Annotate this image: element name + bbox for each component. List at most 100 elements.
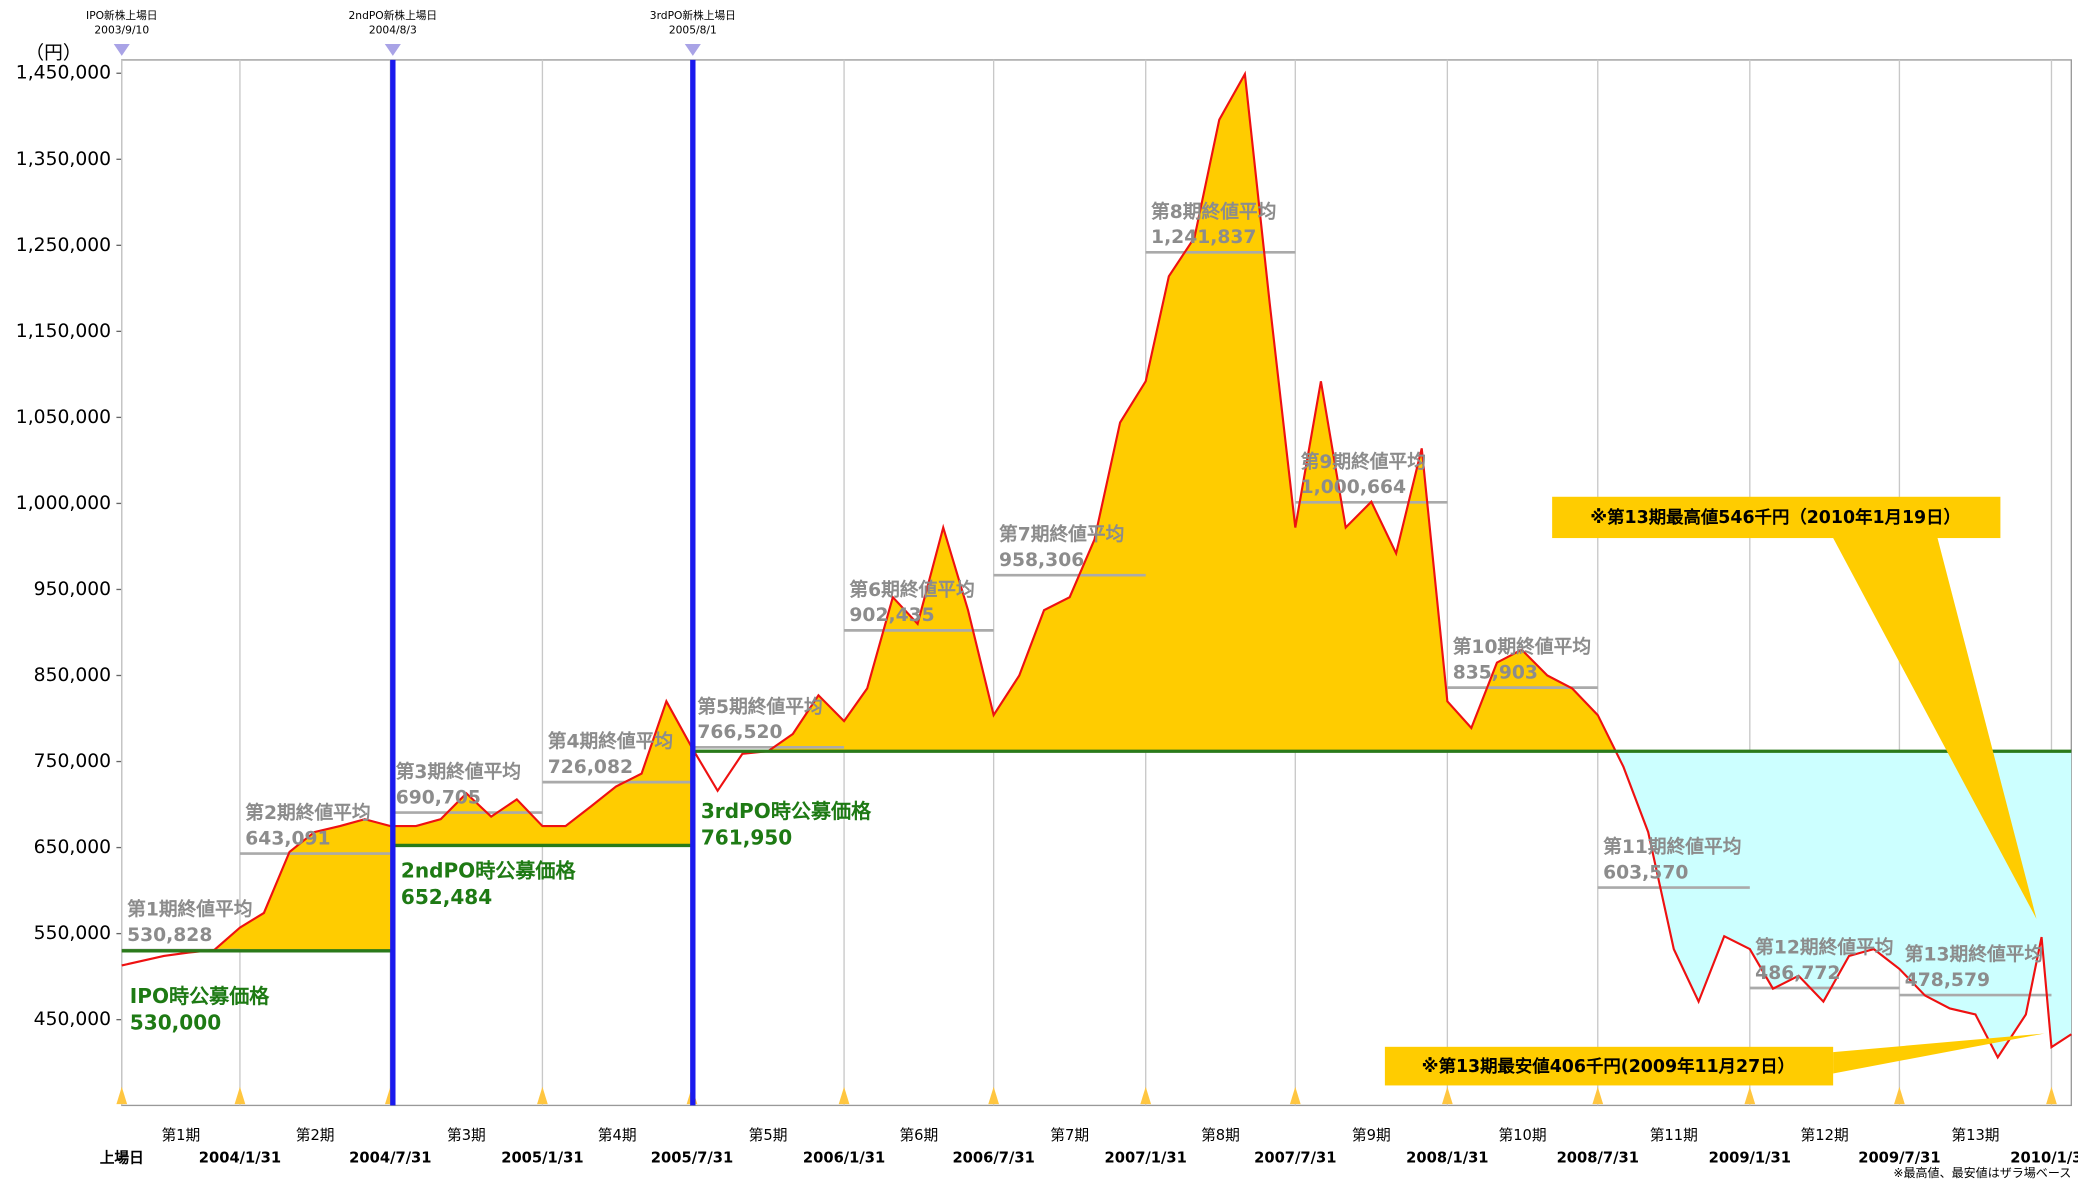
offering-price: 530,000 (130, 1011, 221, 1035)
annotation: ※第13期最安値406千円(2009年11月27日） (1422, 1056, 1795, 1077)
x-tick-mark (234, 1086, 246, 1105)
average-title: 第3期終値平均 (396, 761, 521, 783)
callout-box (1552, 496, 2001, 539)
average-value: 958,306 (999, 550, 1084, 571)
offering-title: 2ndPO時公募価格 (401, 859, 577, 883)
x-tick-label: 2005/1/31 (501, 1150, 583, 1167)
period-label: 第1期 (161, 1126, 200, 1144)
average-title: 第11期終値平均 (1603, 836, 1741, 858)
y-tick-label: 450,000 (34, 1009, 111, 1030)
listing-label: IPO新株上場日 (86, 9, 157, 22)
y-tick-label: 550,000 (34, 923, 111, 944)
x-tick-mark (1140, 1086, 1152, 1105)
y-tick-label: 1,450,000 (16, 63, 111, 84)
x-tick-mark (116, 1086, 128, 1105)
period-label: 第13期 (1951, 1126, 1999, 1144)
x-tick-label: 2009/7/31 (1858, 1150, 1940, 1167)
period-label: 第6期 (899, 1126, 938, 1144)
annotation: ※第13期最高値546千円（2010年1月19日） (1590, 507, 1961, 528)
average-title: 第10期終値平均 (1453, 636, 1591, 658)
listing-marker (684, 43, 701, 56)
listing-label: 2ndPO新株上場日 (349, 9, 438, 22)
period-label: 第4期 (598, 1126, 637, 1144)
listing-date: 2004/8/3 (369, 24, 417, 37)
average-title: 第8期終値平均 (1151, 201, 1276, 223)
y-tick-label: 850,000 (34, 665, 111, 686)
area-above (121, 74, 2072, 951)
period-label: 第5期 (749, 1126, 788, 1144)
average-value: 690,705 (396, 787, 481, 808)
x-tick-label: 2008/1/31 (1406, 1150, 1488, 1167)
average-value: 902,435 (849, 605, 934, 626)
offering-title: IPO時公募価格 (130, 984, 271, 1008)
y-tick-label: 1,250,000 (16, 235, 111, 256)
average-title: 第12期終値平均 (1755, 937, 1893, 959)
x-tick-mark (1592, 1086, 1604, 1105)
footnote: ※最高値、最安値はザラ場ベース (1893, 1165, 2071, 1180)
listing-marker (113, 43, 130, 56)
average-title: 第1期終値平均 (127, 899, 252, 921)
average-value: 726,082 (548, 757, 633, 778)
average-value: 1,241,837 (1151, 227, 1256, 248)
offering-price: 761,950 (701, 826, 792, 850)
offering-price-line (121, 749, 2072, 953)
callout-box (1384, 1046, 1834, 1086)
x-tick-label: 2007/1/31 (1105, 1150, 1187, 1167)
period-label: 第7期 (1050, 1126, 1089, 1144)
x-tick-label: 2006/1/31 (803, 1150, 885, 1167)
x-tick-label: 2010/1/31 (2010, 1150, 2078, 1167)
x-tick-mark (537, 1086, 548, 1105)
period-label: 第12期 (1801, 1126, 1849, 1144)
x-tick-label: 2006/7/31 (952, 1150, 1034, 1167)
y-tick-label: 1,350,000 (16, 149, 111, 170)
x-tick-label: 2008/7/31 (1557, 1150, 1639, 1167)
average-value: 478,579 (1905, 970, 1990, 991)
period-label: 第3期 (447, 1126, 486, 1144)
x-tick-mark (2046, 1086, 2057, 1105)
average-value: 766,520 (697, 722, 782, 743)
average-value: 643,091 (245, 828, 330, 849)
average-title: 第6期終値平均 (849, 579, 974, 601)
area-below (1597, 751, 2072, 1058)
x-tick-label: 2005/7/31 (651, 1150, 733, 1167)
listing-date: 2003/9/10 (94, 24, 149, 37)
x-tick-label: 2009/1/31 (1709, 1150, 1791, 1167)
average-value: 486,772 (1755, 963, 1840, 984)
average-title: 第9期終値平均 (1301, 451, 1426, 473)
x-tick-mark (988, 1086, 999, 1105)
x-tick-mark (1744, 1086, 1756, 1105)
x-tick-mark (1442, 1086, 1453, 1105)
callout-pointer (1833, 538, 2037, 919)
listing-marker (384, 43, 401, 56)
x-tick-mark (838, 1086, 850, 1105)
period-label: 第9期 (1352, 1126, 1391, 1144)
x-tick-label: 2007/7/31 (1254, 1150, 1336, 1167)
y-tick-label: 950,000 (34, 579, 111, 600)
average-value: 603,570 (1603, 862, 1688, 883)
x-tick-mark (1289, 1086, 1301, 1105)
price-line (121, 70, 2072, 1060)
average-title: 第5期終値平均 (697, 696, 822, 718)
listing-date: 2005/8/1 (669, 24, 717, 37)
period-label: 第10期 (1498, 1126, 1546, 1144)
average-title: 第4期終値平均 (548, 731, 673, 753)
offering-price: 652,484 (401, 885, 492, 909)
average-title: 第2期終値平均 (245, 802, 370, 824)
average-title: 第7期終値平均 (999, 524, 1124, 546)
y-tick-label: 1,050,000 (16, 407, 111, 428)
average-value: 530,828 (127, 925, 212, 946)
period-label: 第2期 (296, 1126, 335, 1144)
average-title: 第13期終値平均 (1905, 944, 2043, 966)
x-tick-mark (1894, 1086, 1905, 1105)
y-tick-label: 650,000 (34, 837, 111, 858)
x-tick-label: 2004/7/31 (349, 1150, 431, 1167)
x-tick-label: 上場日 (100, 1150, 144, 1167)
y-tick-label: 1,000,000 (16, 493, 111, 514)
listing-label: 3rdPO新株上場日 (650, 9, 736, 22)
average-value: 1,000,664 (1301, 477, 1406, 498)
y-tick-label: 750,000 (34, 751, 111, 772)
offering-title: 3rdPO時公募価格 (701, 799, 872, 823)
period-label: 第8期 (1201, 1126, 1240, 1144)
